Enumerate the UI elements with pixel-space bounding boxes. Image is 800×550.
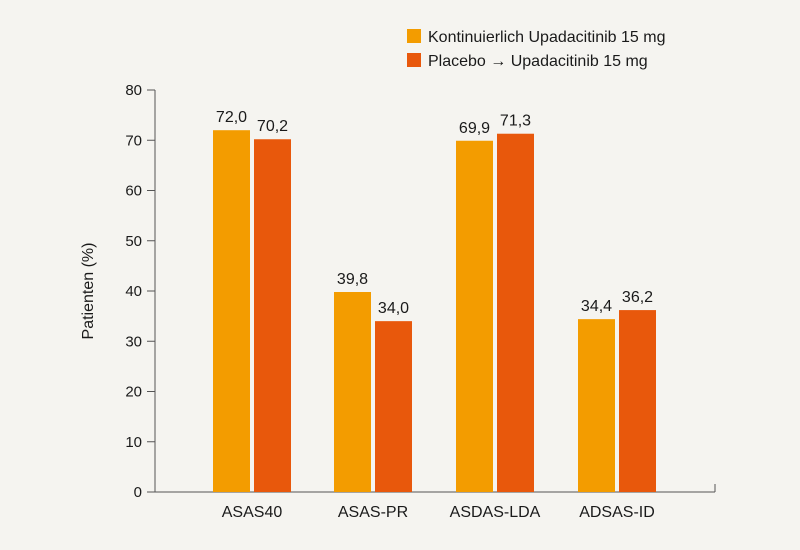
y-tick-label: 60 (125, 183, 142, 200)
legend-label: Placebo → Upadacitinib 15 mg (428, 53, 648, 70)
data-label: 71,3 (500, 113, 531, 130)
x-category-label: ASAS40 (222, 504, 283, 521)
legend-swatch (407, 53, 421, 67)
data-label: 34,0 (378, 300, 409, 317)
y-axis: 0 10 20 30 40 50 60 70 80 (125, 82, 156, 501)
bar-continuous (334, 292, 371, 492)
data-label: 69,9 (459, 120, 490, 137)
legend-swatch (407, 29, 421, 43)
y-tick-label: 70 (125, 132, 142, 149)
y-tick-label: 0 (134, 484, 142, 501)
bar-continuous (456, 140, 493, 492)
y-tick-label: 40 (125, 283, 142, 300)
legend-label: Kontinuierlich Upadacitinib 15 mg (428, 29, 665, 46)
y-tick-label: 30 (125, 333, 142, 350)
data-label: 34,4 (581, 298, 612, 315)
y-tick-label: 20 (125, 384, 142, 401)
y-tick-label: 50 (125, 233, 142, 250)
x-category-label: ASAS-PR (338, 504, 408, 521)
y-tick-label: 80 (125, 82, 142, 99)
y-tick-label: 10 (125, 434, 142, 451)
bar-placebo-switch (254, 139, 291, 492)
x-category-label: ADSAS-ID (579, 504, 655, 521)
bars-group (213, 130, 656, 492)
legend: Kontinuierlich Upadacitinib 15 mg Placebo… (407, 29, 665, 70)
bar-placebo-switch (375, 321, 412, 492)
y-axis-title: Patienten (%) (80, 243, 97, 340)
data-label: 39,8 (337, 271, 368, 288)
bar-placebo-switch (497, 133, 534, 492)
bar-continuous (578, 319, 615, 492)
bar-continuous (213, 130, 250, 492)
data-label: 36,2 (622, 289, 653, 306)
bar-placebo-switch (619, 310, 656, 492)
x-category-label: ASDAS-LDA (450, 504, 541, 521)
data-label: 70,2 (257, 118, 288, 135)
data-label: 72,0 (216, 109, 247, 126)
data-labels-group: 72,0 70,2 39,8 34,0 69,9 71,3 34,4 36,2 (216, 109, 653, 317)
